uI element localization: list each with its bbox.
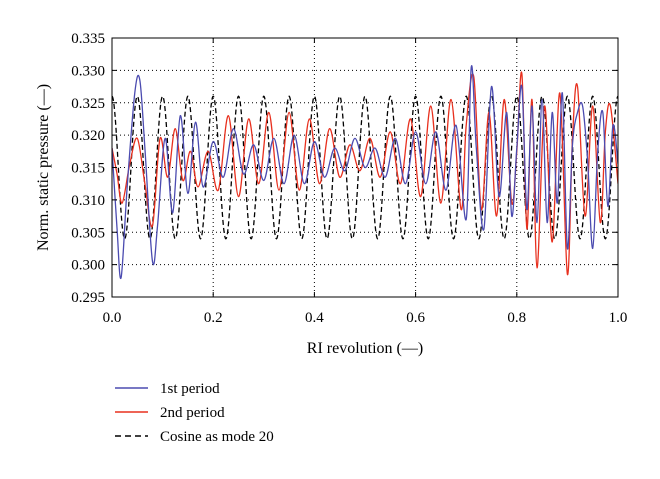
y-tick-label: 0.305	[71, 225, 105, 241]
legend-label-1: 1st period	[160, 381, 220, 397]
series-line-2	[112, 71, 618, 276]
y-tick-label: 0.320	[71, 128, 105, 144]
legend-label-3: Cosine as mode 20	[160, 429, 274, 445]
x-tick-label: 0.0	[103, 310, 122, 326]
ticks-layer	[111, 37, 619, 298]
series-layer	[112, 65, 618, 280]
x-tick-label: 0.6	[406, 310, 425, 326]
x-tick-labels: 0.0 0.2 0.4 0.6 0.8 1.0	[103, 310, 628, 326]
y-tick-label: 0.335	[71, 31, 105, 47]
series-line-1	[112, 65, 618, 280]
y-tick-label: 0.325	[71, 96, 105, 112]
y-tick-label: 0.330	[71, 63, 105, 79]
x-tick-label: 0.2	[204, 310, 223, 326]
series-line-3	[112, 95, 618, 240]
x-tick-label: 0.8	[507, 310, 526, 326]
x-tick-label: 1.0	[609, 310, 628, 326]
y-tick-label: 0.310	[71, 193, 105, 209]
y-tick-label: 0.315	[71, 161, 105, 177]
x-tick-label: 0.4	[305, 310, 324, 326]
x-axis-label: RI revolution (—)	[307, 340, 423, 357]
y-axis-label: Norm. static pressure (—)	[35, 84, 52, 251]
y-tick-labels: 0.295 0.300 0.305 0.310 0.315 0.320 0.325 0.330…	[71, 31, 105, 306]
legend: 1st period 2nd period Cosine as mode 20	[115, 381, 274, 445]
legend-label-2: 2nd period	[160, 405, 225, 421]
y-tick-label: 0.300	[71, 258, 105, 274]
y-tick-label: 0.295	[71, 290, 105, 306]
